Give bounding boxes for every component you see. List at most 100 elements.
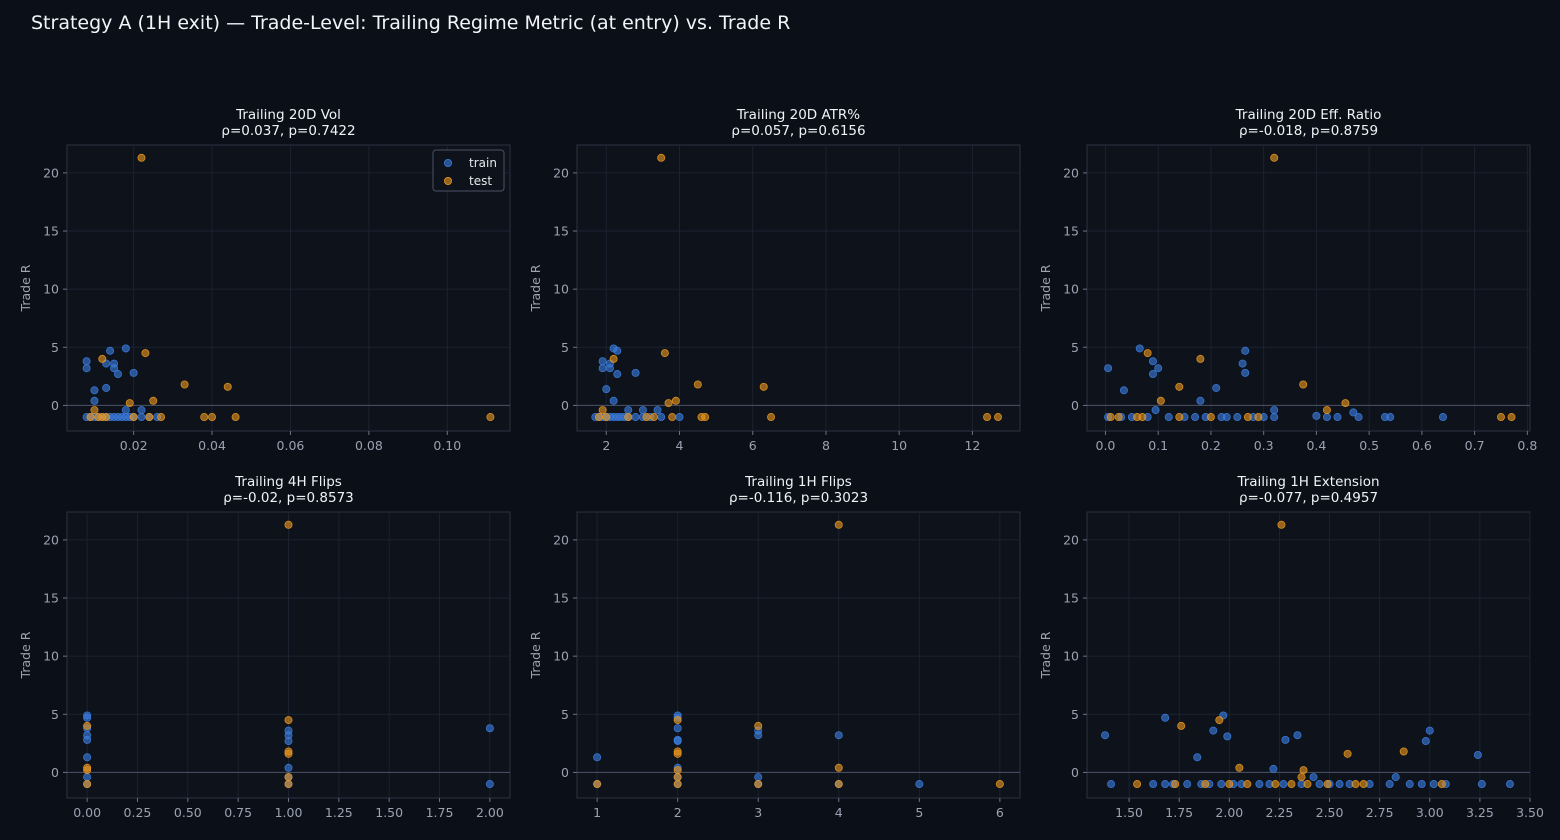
test-point	[1243, 413, 1252, 422]
train-point	[1293, 731, 1302, 740]
x-tick-label: 0.08	[355, 438, 383, 453]
x-tick-label: 2.25	[1266, 805, 1294, 820]
test-point	[1225, 780, 1234, 789]
train-point	[754, 773, 763, 782]
test-point	[137, 153, 146, 162]
y-tick-label: 0	[561, 398, 569, 413]
train-point	[1119, 386, 1128, 395]
x-tick-label: 6	[996, 805, 1004, 820]
y-tick-label: 10	[553, 649, 569, 664]
train-point	[1223, 732, 1232, 741]
train-point	[1212, 383, 1221, 392]
train-point	[1101, 731, 1110, 740]
panel-subtitle: ρ=-0.116, p=0.3023	[729, 490, 868, 506]
train-point	[1349, 408, 1358, 417]
panel-title: Trailing 4H Flips	[234, 474, 342, 490]
train-point	[1270, 406, 1279, 415]
train-point	[675, 413, 684, 422]
train-point	[83, 773, 92, 782]
x-tick-label: 0.50	[174, 805, 202, 820]
test-point	[1215, 716, 1224, 725]
train-point	[1281, 735, 1290, 744]
test-point	[1496, 413, 1505, 422]
test-point	[609, 354, 618, 363]
train-point	[754, 731, 763, 740]
y-tick-label: 20	[553, 532, 569, 547]
y-tick-label: 5	[561, 340, 569, 355]
x-tick-label: 0.06	[277, 438, 305, 453]
train-point	[1196, 396, 1205, 405]
test-point	[1287, 780, 1296, 789]
train-point	[605, 364, 614, 373]
legend-test-label: test	[469, 174, 492, 188]
test-point	[602, 413, 611, 422]
train-point	[1391, 773, 1400, 782]
train-point	[1161, 713, 1170, 722]
test-point	[657, 153, 666, 162]
y-tick-label: 15	[43, 224, 59, 239]
x-tick-label: 2.75	[1366, 805, 1394, 820]
y-axis-label: Trade R	[18, 264, 33, 312]
train-point	[1473, 750, 1482, 759]
test-point	[284, 749, 293, 758]
test-point	[673, 773, 682, 782]
train-point	[1148, 370, 1157, 379]
train-point	[1354, 413, 1363, 422]
x-tick-label: 0.2	[1201, 438, 1221, 453]
scatter-panel-3: 0.0 0.1 0.2 0.3 0.4 0.5 0.6 0.7 0.8 0 5 10 15 20 Trail…	[1038, 107, 1537, 453]
train-point	[102, 383, 111, 392]
train-point	[110, 359, 119, 368]
test-point	[1277, 520, 1286, 529]
test-point	[83, 780, 92, 789]
x-tick-label: 1.75	[1165, 805, 1193, 820]
test-point	[1177, 721, 1186, 730]
x-tick-label: 2.00	[1215, 805, 1243, 820]
train-point	[613, 346, 622, 355]
train-point	[1315, 780, 1324, 789]
scatter-panel-2: 2 4 6 8 10 12 0 5 10 15 20 Trailing 20D ATR%ρ=0.057…	[528, 107, 1021, 453]
test-point	[1299, 766, 1308, 775]
x-tick-label: 2	[602, 438, 610, 453]
train-point	[1222, 413, 1231, 422]
test-point	[1254, 413, 1263, 422]
train-point	[485, 780, 494, 789]
y-tick-label: 20	[553, 165, 569, 180]
test-point	[284, 520, 293, 529]
x-tick-label: 0.5	[1359, 438, 1379, 453]
x-tick-label: 1.75	[426, 805, 454, 820]
y-tick-label: 0	[1071, 398, 1079, 413]
train-point	[82, 357, 91, 366]
scatter-panel-1: 0.02 0.04 0.06 0.08 0.10 0 5 10 15 20 Trailing 20D…	[18, 107, 511, 453]
test-point	[673, 749, 682, 758]
test-point	[1359, 780, 1368, 789]
train-point	[624, 406, 633, 415]
x-tick-label: 2	[674, 805, 682, 820]
train-point	[657, 413, 666, 422]
test-point	[486, 413, 495, 422]
test-point	[284, 716, 293, 725]
train-point	[1164, 413, 1173, 422]
plot-area	[1086, 511, 1531, 799]
train-point	[1233, 413, 1242, 422]
train-point	[834, 731, 843, 740]
test-point	[1235, 763, 1244, 772]
train-point	[1477, 780, 1486, 789]
train-point	[673, 724, 682, 733]
x-tick-label: 3.25	[1466, 805, 1494, 820]
test-point	[284, 780, 293, 789]
train-point	[1312, 411, 1321, 420]
train-point	[137, 406, 146, 415]
x-tick-label: 0.7	[1465, 438, 1485, 453]
test-point	[754, 721, 763, 730]
test-point	[1171, 780, 1180, 789]
test-point	[1341, 399, 1350, 408]
y-tick-label: 5	[561, 707, 569, 722]
train-point	[90, 396, 99, 405]
x-tick-label: 0.75	[224, 805, 252, 820]
train-point	[1183, 780, 1192, 789]
test-point	[1303, 780, 1312, 789]
y-tick-label: 15	[553, 591, 569, 606]
plot-area	[576, 511, 1021, 799]
x-tick-label: 3	[754, 805, 762, 820]
x-tick-label: 0.0	[1096, 438, 1116, 453]
